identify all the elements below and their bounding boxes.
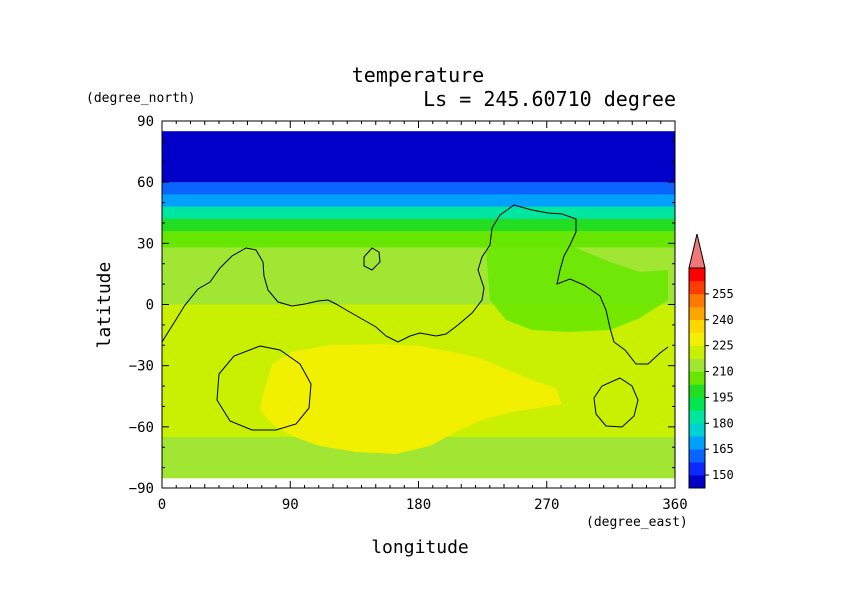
colorbar-segment — [689, 397, 705, 411]
y-tick-labels: 90 60 30 0 −30 −60 −90 — [129, 114, 154, 497]
colorbar-segment — [689, 423, 705, 437]
y-tick-label: −60 — [129, 420, 154, 436]
x-tick-labels: 0 90 180 270 360 — [158, 497, 688, 513]
colorbar-segment — [689, 384, 705, 398]
contour-argyre-basin — [593, 377, 639, 428]
colorbar-segment — [689, 462, 705, 476]
colorbar-extend-triangle — [688, 233, 706, 269]
warm-core-1 — [336, 396, 392, 418]
colorbar-segment — [689, 410, 705, 424]
colorbar-segment — [689, 345, 705, 359]
chart-subtitle: Ls = 245.60710 degree — [423, 87, 676, 111]
colorbar-segment — [689, 332, 705, 346]
x-tick-label: 90 — [282, 497, 299, 513]
colorbar-segment — [689, 268, 705, 282]
colorbar-segment — [689, 306, 705, 321]
temp-band-11 — [162, 457, 675, 479]
colorbar-labels: 150 165 180 195 210 225 240 255 — [712, 287, 734, 482]
y-tick-label: 30 — [137, 236, 154, 252]
warm-core-2 — [378, 374, 404, 382]
x-tick-label: 270 — [534, 497, 559, 513]
colorbar — [688, 233, 709, 489]
colorbar-segment — [689, 358, 705, 372]
temp-band-5 — [162, 231, 675, 248]
temp-band-4 — [162, 218, 675, 232]
temp-band-0 — [162, 131, 675, 183]
colorbar-frame — [688, 267, 706, 489]
colorbar-label: 255 — [712, 287, 734, 301]
colorbar-label: 195 — [712, 390, 734, 404]
x-units-label: (degree_east) — [586, 515, 688, 530]
temp-band-1 — [162, 182, 675, 195]
y-tick-label: 0 — [146, 298, 154, 314]
colorbar-label: 150 — [712, 468, 734, 482]
x-axis-label: longitude — [371, 537, 469, 558]
y-tick-label: −30 — [129, 359, 154, 375]
topography-contours — [162, 204, 669, 431]
axis-ticks — [161, 120, 676, 489]
colorbar-label: 240 — [712, 313, 734, 327]
colorbar-segment — [689, 293, 705, 308]
colorbar-segment — [689, 436, 705, 450]
x-tick-label: 360 — [662, 497, 687, 513]
y-tick-label: 90 — [137, 114, 154, 130]
green-lobe — [486, 240, 668, 332]
colorbar-segment — [689, 475, 705, 489]
colorbar-label: 210 — [712, 365, 734, 379]
colorbar-label: 225 — [712, 339, 734, 353]
y-axis-label: latitude — [94, 262, 115, 349]
colorbar-segment — [689, 319, 705, 334]
colorbar-segment — [689, 280, 705, 295]
colorbar-label: 180 — [712, 416, 734, 430]
contour-small-island — [363, 247, 381, 271]
contour-hellas-basin — [216, 345, 312, 431]
temp-band-3 — [162, 206, 675, 220]
temp-band-2 — [162, 194, 675, 208]
colorbar-segment — [689, 449, 705, 463]
colorbar-segment — [689, 371, 705, 385]
chart-title: temperature — [352, 63, 484, 87]
temperature-field — [162, 131, 675, 479]
warm-region — [260, 344, 562, 454]
x-tick-label: 0 — [158, 497, 166, 513]
y-units-label: (degree_north) — [86, 91, 196, 106]
colorbar-label: 165 — [712, 442, 734, 456]
contour-northern-lowlands — [162, 204, 669, 365]
x-tick-label: 180 — [406, 497, 431, 513]
y-tick-label: 60 — [137, 175, 154, 191]
y-tick-label: −90 — [129, 481, 154, 497]
